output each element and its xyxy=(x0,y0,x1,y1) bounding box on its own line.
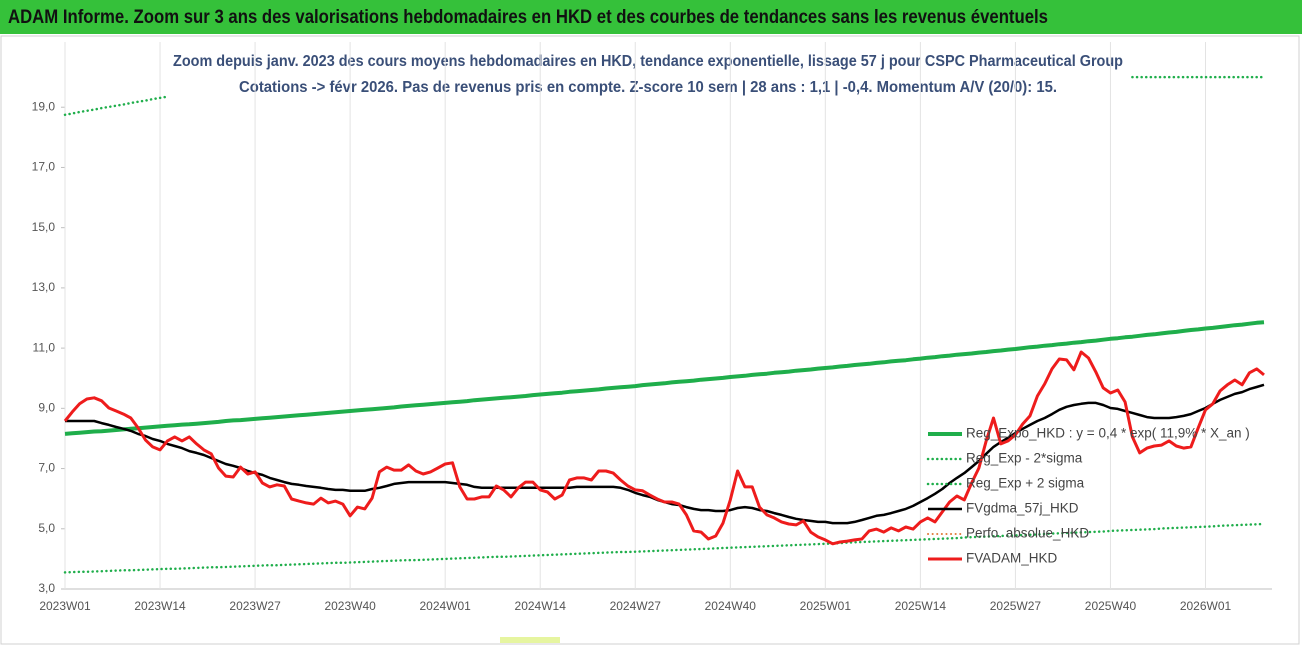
decor xyxy=(500,637,560,643)
y-tick-label: 3,0 xyxy=(38,581,55,595)
x-tick-label: 2025W14 xyxy=(895,599,947,613)
subtitle-line: Cotations -> févr 2026. Pas de revenus p… xyxy=(239,79,1057,96)
x-tick-label: 2025W01 xyxy=(800,599,852,613)
y-tick-label: 17,0 xyxy=(32,160,56,174)
y-tick-label: 15,0 xyxy=(32,220,56,234)
legend-label: Perfo. absolue_HKD xyxy=(966,526,1089,541)
legend-label: Reg_Exp + 2 sigma xyxy=(966,476,1085,491)
x-tick-label: 2024W14 xyxy=(515,599,567,613)
chart-frame xyxy=(0,35,1300,645)
plot xyxy=(63,75,1266,574)
x-tick-label: 2024W27 xyxy=(610,599,662,613)
subtitle-line: Zoom depuis janv. 2023 des cours moyens … xyxy=(173,53,1123,70)
y-tick-label: 19,0 xyxy=(32,99,56,113)
series-line xyxy=(63,350,1265,546)
x-tick-label: 2026W01 xyxy=(1180,599,1232,613)
legend: Reg_Expo_HKD : y = 0,4 * exp( 11,9% * X_… xyxy=(926,426,1250,566)
legend-label: Reg_Exp - 2*sigma xyxy=(966,451,1083,466)
y-tick-label: 13,0 xyxy=(32,280,56,294)
header-bar xyxy=(0,0,1302,34)
legend-label: Reg_Expo_HKD : y = 0,4 * exp( 11,9% * X_… xyxy=(966,426,1250,441)
y-tick-label: 7,0 xyxy=(38,461,55,475)
x-tick-label: 2024W40 xyxy=(705,599,757,613)
x-tick-label: 2024W01 xyxy=(419,599,471,613)
y-tick-label: 5,0 xyxy=(38,521,55,535)
series-line xyxy=(63,75,1266,117)
x-tick-label: 2023W40 xyxy=(324,599,376,613)
legend-label: FVgdma_57j_HKD xyxy=(966,501,1079,516)
series-line xyxy=(64,320,1265,436)
x-tick-label: 2025W27 xyxy=(990,599,1042,613)
x-tick-label: 2025W40 xyxy=(1085,599,1137,613)
legend-label: FVADAM_HKD xyxy=(966,551,1058,566)
y-tick-label: 9,0 xyxy=(38,401,55,415)
x-tick-label: 2023W27 xyxy=(229,599,281,613)
y-tick-label: 11,0 xyxy=(33,340,56,354)
page-title: ADAM Informe. Zoom sur 3 ans des valoris… xyxy=(8,7,1048,28)
x-tick-label: 2023W01 xyxy=(39,599,91,613)
x-tick-label: 2023W14 xyxy=(134,599,186,613)
